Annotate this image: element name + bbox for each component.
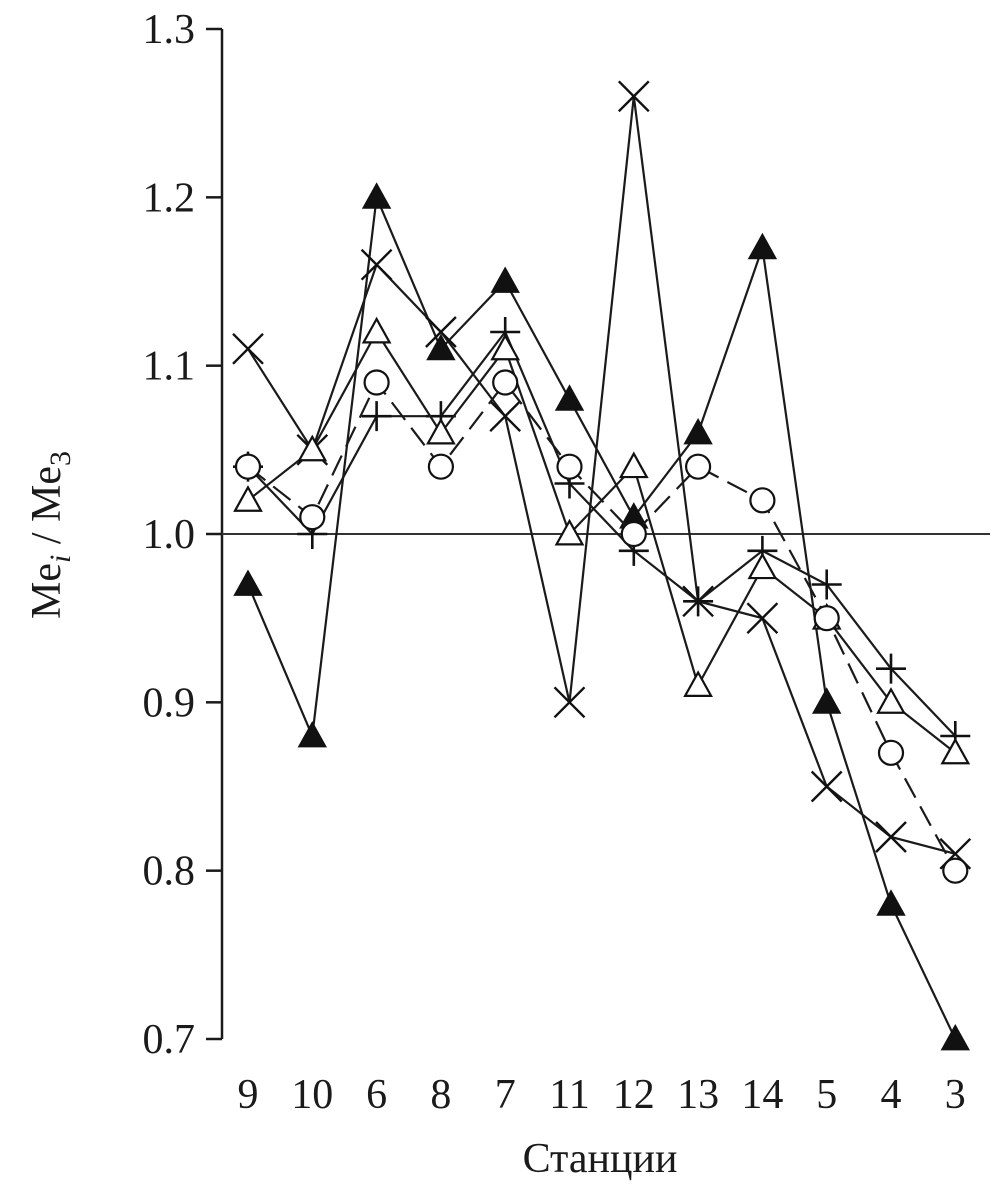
data-point-x <box>425 316 457 348</box>
data-point-filled-triangle <box>361 182 392 209</box>
x-tick-label: 7 <box>495 1072 516 1118</box>
data-point-open-triangle <box>747 552 778 580</box>
y-tick-label: 0.9 <box>143 680 196 726</box>
data-point-filled-triangle <box>297 720 327 748</box>
data-point-open-circle <box>942 857 969 884</box>
data-point-x <box>617 80 650 113</box>
data-point-open-triangle <box>940 737 971 765</box>
series-line-x <box>247 96 956 855</box>
x-tick-label: 5 <box>816 1072 837 1118</box>
data-point-open-triangle <box>361 316 392 344</box>
x-tick-label: 4 <box>881 1072 902 1118</box>
data-point-x <box>746 602 779 635</box>
data-point-plus <box>876 653 906 684</box>
data-point-x <box>875 821 907 853</box>
data-point-open-circle <box>427 453 454 480</box>
data-point-filled-triangle <box>554 384 585 411</box>
data-point-open-triangle <box>876 687 906 714</box>
data-point-open-triangle <box>233 485 263 512</box>
x-tick-label: 10 <box>291 1072 333 1118</box>
x-tick-label: 6 <box>366 1072 387 1118</box>
data-point-plus <box>683 586 714 617</box>
x-tick-label: 9 <box>238 1072 259 1118</box>
y-axis-title: Mei / Me3 <box>24 451 77 619</box>
data-point-open-triangle <box>618 451 649 479</box>
data-point-x <box>810 770 843 803</box>
data-point-open-circle <box>749 487 776 514</box>
data-point-open-circle <box>234 453 262 480</box>
data-point-open-circle <box>813 605 840 632</box>
series-layer <box>232 80 972 1051</box>
x-tick-label: 13 <box>677 1072 719 1118</box>
data-point-open-triangle <box>554 518 585 546</box>
data-point-filled-triangle <box>747 232 778 260</box>
x-tick-label: 8 <box>430 1072 451 1118</box>
series-line-filled-triangle <box>246 193 957 1040</box>
y-tick-label: 1.2 <box>143 175 196 221</box>
data-point-open-circle <box>299 504 326 531</box>
data-point-open-circle <box>620 520 647 548</box>
data-point-filled-triangle <box>683 417 713 445</box>
y-tick-label: 0.7 <box>143 1017 196 1063</box>
data-point-open-circle <box>556 453 583 480</box>
data-point-filled-triangle <box>940 1023 970 1051</box>
series-line-open-circle <box>247 380 957 872</box>
x-tick-label: 3 <box>945 1072 966 1118</box>
data-point-x <box>553 686 586 719</box>
data-point-plus <box>811 569 842 600</box>
y-axis: 1.3 1.2 1.1 1.0 0.9 0.8 0.7 <box>143 7 224 1063</box>
y-tick-label: 1.1 <box>143 344 196 390</box>
y-tick-label: 0.8 <box>143 849 196 895</box>
data-point-filled-triangle <box>812 687 842 714</box>
data-point-x <box>232 332 264 365</box>
series-open-circle <box>234 369 969 884</box>
data-point-open-triangle <box>297 434 328 462</box>
data-point-open-triangle <box>490 333 521 361</box>
series-filled-triangle <box>233 182 970 1051</box>
data-point-open-circle <box>684 453 712 480</box>
data-point-open-circle <box>363 369 390 396</box>
series-open-triangle <box>233 316 971 765</box>
data-point-open-triangle <box>683 670 713 698</box>
x-axis: 9 10 6 8 7 11 12 13 14 5 4 3 <box>238 1072 966 1118</box>
data-point-filled-triangle <box>876 889 906 916</box>
data-point-filled-triangle <box>233 569 263 596</box>
x-axis-title: Станции <box>523 1136 678 1182</box>
data-point-plus <box>361 401 392 432</box>
data-point-filled-triangle <box>490 266 520 293</box>
data-point-x <box>489 400 522 433</box>
x-tick-label: 14 <box>741 1072 783 1118</box>
y-tick-label: 1.0 <box>143 512 196 558</box>
data-point-open-circle <box>877 739 905 766</box>
data-point-open-circle <box>492 369 519 396</box>
x-tick-label: 12 <box>613 1072 655 1118</box>
series-line-plus <box>247 329 957 737</box>
y-tick-label: 1.3 <box>143 7 196 53</box>
data-point-open-triangle <box>426 417 456 445</box>
data-point-x <box>360 248 393 281</box>
data-point-filled-triangle <box>426 333 456 361</box>
x-tick-label: 11 <box>549 1072 589 1118</box>
